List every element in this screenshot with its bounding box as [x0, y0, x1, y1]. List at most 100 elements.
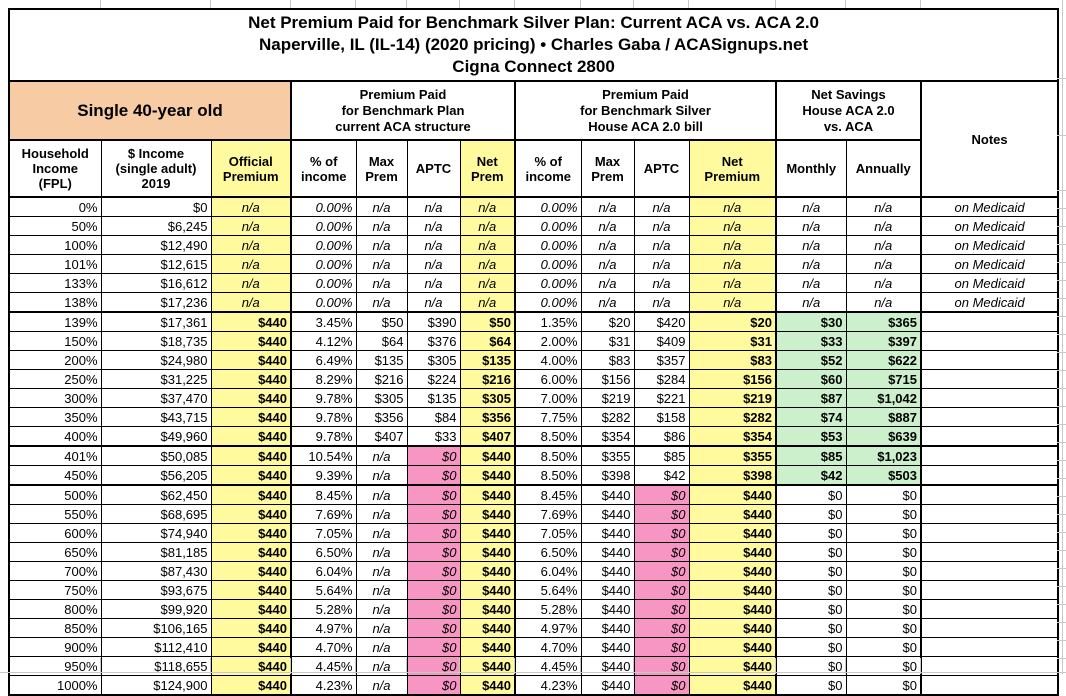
cell-savings_monthly[interactable]: n/a [775, 216, 847, 236]
cell-house_pct_income[interactable]: 8.50% [514, 465, 582, 486]
cell-aca_net_prem[interactable]: $50 [459, 311, 516, 332]
cell-aca_net_prem[interactable]: $440 [459, 465, 516, 486]
cell-aca_net_prem[interactable]: $440 [459, 580, 516, 600]
cell-savings_annually[interactable]: $397 [845, 331, 922, 351]
group-header-net-savings[interactable]: Net Savings House ACA 2.0 vs. ACA [775, 80, 922, 141]
cell-fpl[interactable]: 100% [8, 235, 102, 255]
cell-aca_pct_income[interactable]: 4.23% [290, 675, 357, 696]
cell-fpl[interactable]: 650% [8, 542, 102, 562]
cell-house_max_prem[interactable]: $440 [580, 484, 635, 505]
cell-savings_monthly[interactable]: $30 [775, 311, 847, 332]
cell-house_pct_income[interactable]: 6.00% [514, 369, 582, 389]
cell-aca_aptc[interactable]: n/a [406, 254, 461, 274]
cell-notes[interactable] [920, 542, 1059, 562]
cell-house_aptc[interactable]: n/a [633, 235, 690, 255]
cell-house_aptc[interactable]: $420 [633, 311, 690, 332]
cell-savings_annually[interactable]: $0 [845, 599, 922, 619]
cell-fpl[interactable]: 50% [8, 216, 102, 236]
cell-house_aptc[interactable]: $0 [633, 599, 690, 619]
cell-aca_pct_income[interactable]: 9.78% [290, 388, 357, 408]
notes-header-cell[interactable]: Notes [920, 80, 1059, 198]
cell-house_aptc[interactable]: $0 [633, 637, 690, 657]
cell-house_max_prem[interactable]: $440 [580, 675, 635, 696]
cell-savings_monthly[interactable]: $0 [775, 618, 847, 638]
cell-savings_annually[interactable]: n/a [845, 216, 922, 236]
cell-savings_annually[interactable]: $0 [845, 504, 922, 524]
cell-aca_aptc[interactable]: $0 [406, 484, 461, 505]
cell-house_aptc[interactable]: n/a [633, 196, 690, 217]
cell-aca_net_prem[interactable]: $64 [459, 331, 516, 351]
cell-official_premium[interactable]: n/a [210, 216, 292, 236]
cell-savings_monthly[interactable]: $0 [775, 599, 847, 619]
column-header-fpl[interactable]: Household Income (FPL) [8, 139, 102, 198]
cell-aca_aptc[interactable]: $84 [406, 407, 461, 427]
cell-aca_pct_income[interactable]: 0.00% [290, 196, 357, 217]
cell-savings_annually[interactable]: $0 [845, 675, 922, 696]
cell-house_max_prem[interactable]: $354 [580, 426, 635, 447]
cell-aca_max_prem[interactable]: n/a [355, 273, 408, 293]
cell-aca_aptc[interactable]: $224 [406, 369, 461, 389]
cell-aca_pct_income[interactable]: 0.00% [290, 235, 357, 255]
cell-fpl[interactable]: 133% [8, 273, 102, 293]
cell-aca_pct_income[interactable]: 5.64% [290, 580, 357, 600]
cell-fpl[interactable]: 700% [8, 561, 102, 581]
cell-house_net_premium[interactable]: $20 [688, 311, 777, 332]
cell-savings_annually[interactable]: n/a [845, 235, 922, 255]
cell-aca_pct_income[interactable]: 6.04% [290, 561, 357, 581]
cell-fpl[interactable]: 250% [8, 369, 102, 389]
cell-house_net_premium[interactable]: n/a [688, 292, 777, 313]
cell-income[interactable]: $17,236 [100, 292, 212, 313]
cell-savings_annually[interactable]: $365 [845, 311, 922, 332]
cell-savings_monthly[interactable]: n/a [775, 196, 847, 217]
cell-aca_max_prem[interactable]: n/a [355, 504, 408, 524]
cell-savings_annually[interactable]: n/a [845, 273, 922, 293]
cell-house_net_premium[interactable]: n/a [688, 216, 777, 236]
cell-official_premium[interactable]: n/a [210, 292, 292, 313]
cell-aca_aptc[interactable]: $0 [406, 445, 461, 466]
cell-official_premium[interactable]: $440 [210, 426, 292, 447]
cell-aca_net_prem[interactable]: $440 [459, 618, 516, 638]
cell-fpl[interactable]: 600% [8, 523, 102, 543]
cell-house_aptc[interactable]: $0 [633, 675, 690, 696]
cell-aca_aptc[interactable]: n/a [406, 216, 461, 236]
cell-official_premium[interactable]: $440 [210, 504, 292, 524]
cell-house_max_prem[interactable]: $440 [580, 599, 635, 619]
column-header-aca_pct_income[interactable]: % of income [290, 139, 357, 198]
cell-fpl[interactable]: 450% [8, 465, 102, 486]
cell-house_max_prem[interactable]: $355 [580, 445, 635, 466]
cell-house_pct_income[interactable]: 1.35% [514, 311, 582, 332]
cell-house_max_prem[interactable]: $156 [580, 369, 635, 389]
cell-aca_net_prem[interactable]: n/a [459, 235, 516, 255]
cell-savings_annually[interactable]: $0 [845, 561, 922, 581]
cell-aca_net_prem[interactable]: n/a [459, 292, 516, 313]
column-header-house_max_prem[interactable]: Max Prem [580, 139, 635, 198]
cell-house_pct_income[interactable]: 4.97% [514, 618, 582, 638]
cell-house_net_premium[interactable]: $440 [688, 675, 777, 696]
cell-notes[interactable] [920, 426, 1059, 447]
cell-aca_max_prem[interactable]: n/a [355, 542, 408, 562]
cell-house_net_premium[interactable]: n/a [688, 196, 777, 217]
cell-savings_monthly[interactable]: $53 [775, 426, 847, 447]
cell-income[interactable]: $43,715 [100, 407, 212, 427]
cell-house_max_prem[interactable]: $440 [580, 561, 635, 581]
cell-house_max_prem[interactable]: $440 [580, 580, 635, 600]
cell-income[interactable]: $18,735 [100, 331, 212, 351]
cell-house_pct_income[interactable]: 0.00% [514, 196, 582, 217]
cell-aca_pct_income[interactable]: 8.29% [290, 369, 357, 389]
cell-house_max_prem[interactable]: $440 [580, 656, 635, 676]
cell-savings_monthly[interactable]: $0 [775, 542, 847, 562]
cell-house_max_prem[interactable]: $398 [580, 465, 635, 486]
cell-notes[interactable]: on Medicaid [920, 235, 1059, 255]
cell-house_max_prem[interactable]: n/a [580, 235, 635, 255]
cell-house_net_premium[interactable]: $31 [688, 331, 777, 351]
cell-notes[interactable]: on Medicaid [920, 196, 1059, 217]
cell-notes[interactable] [920, 484, 1059, 505]
cell-notes[interactable] [920, 561, 1059, 581]
cell-notes[interactable] [920, 637, 1059, 657]
cell-house_pct_income[interactable]: 5.28% [514, 599, 582, 619]
cell-notes[interactable] [920, 311, 1059, 332]
cell-house_pct_income[interactable]: 4.23% [514, 675, 582, 696]
cell-notes[interactable] [920, 445, 1059, 466]
cell-house_max_prem[interactable]: $440 [580, 523, 635, 543]
cell-official_premium[interactable]: $440 [210, 369, 292, 389]
